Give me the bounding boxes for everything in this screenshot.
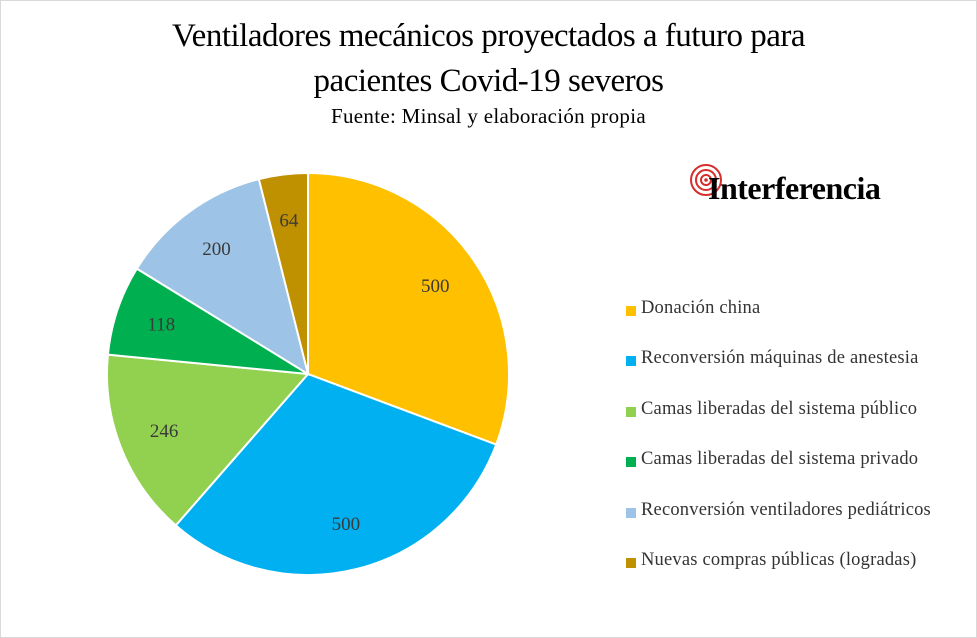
pie-data-label: 118 (147, 315, 175, 336)
pie-data-label: 64 (279, 210, 299, 231)
chart-legend: Donación china Reconversión máquinas de a… (626, 298, 976, 600)
legend-label: Donación china (641, 298, 761, 318)
legend-label: Camas liberadas del sistema privado (641, 449, 919, 470)
legend-swatch (626, 356, 636, 367)
pie-slice (135, 177, 310, 377)
pie-data-labels: 500 500 246 118 200 64 (147, 210, 449, 535)
legend-item: Reconversión ventiladores pediátricos (626, 500, 976, 550)
legend-label: Camas liberadas del sistema público (641, 398, 918, 419)
pie-slices (106, 171, 510, 576)
pie-slice (174, 372, 498, 576)
legend-swatch (626, 406, 636, 417)
pie-data-label: 500 (421, 276, 450, 297)
interferencia-logo: Interferencia (688, 160, 918, 210)
legend-label: Reconversión máquinas de anestesia (641, 348, 919, 369)
pie-slice (307, 171, 510, 446)
legend-item: Camas liberadas del sistema público (626, 399, 976, 449)
legend-label: Reconversión ventiladores pediátricos (641, 499, 931, 520)
chart-title-line-2: pacientes Covid-19 severos (313, 63, 664, 99)
legend-swatch (626, 557, 636, 568)
pie-slice (257, 171, 309, 375)
legend-item: Reconversión máquinas de anestesia (626, 348, 976, 398)
chart-title-line-1: Ventiladores mecánicos proyectados a fut… (172, 18, 806, 54)
legend-item: Camas liberadas del sistema privado (626, 449, 976, 499)
pie-slice (106, 353, 311, 527)
legend-label: Nuevas compras públicas (logradas) (641, 549, 917, 570)
legend-swatch (626, 457, 636, 468)
pie-data-label: 246 (150, 421, 179, 442)
pie-data-label: 200 (202, 239, 231, 260)
chart-title: Ventiladores mecánicos proyectados a fut… (0, 14, 977, 104)
chart-subtitle: Fuente: Minsal y elaboración propia (331, 104, 646, 128)
signal-rings-icon (690, 164, 722, 196)
legend-swatch (626, 507, 636, 518)
legend-item: Nuevas compras públicas (logradas) (626, 550, 976, 600)
logo-text: Interferencia (708, 170, 881, 206)
pie-data-label: 500 (332, 514, 361, 535)
legend-swatch (626, 306, 636, 316)
legend-item: Donación china (626, 298, 976, 348)
